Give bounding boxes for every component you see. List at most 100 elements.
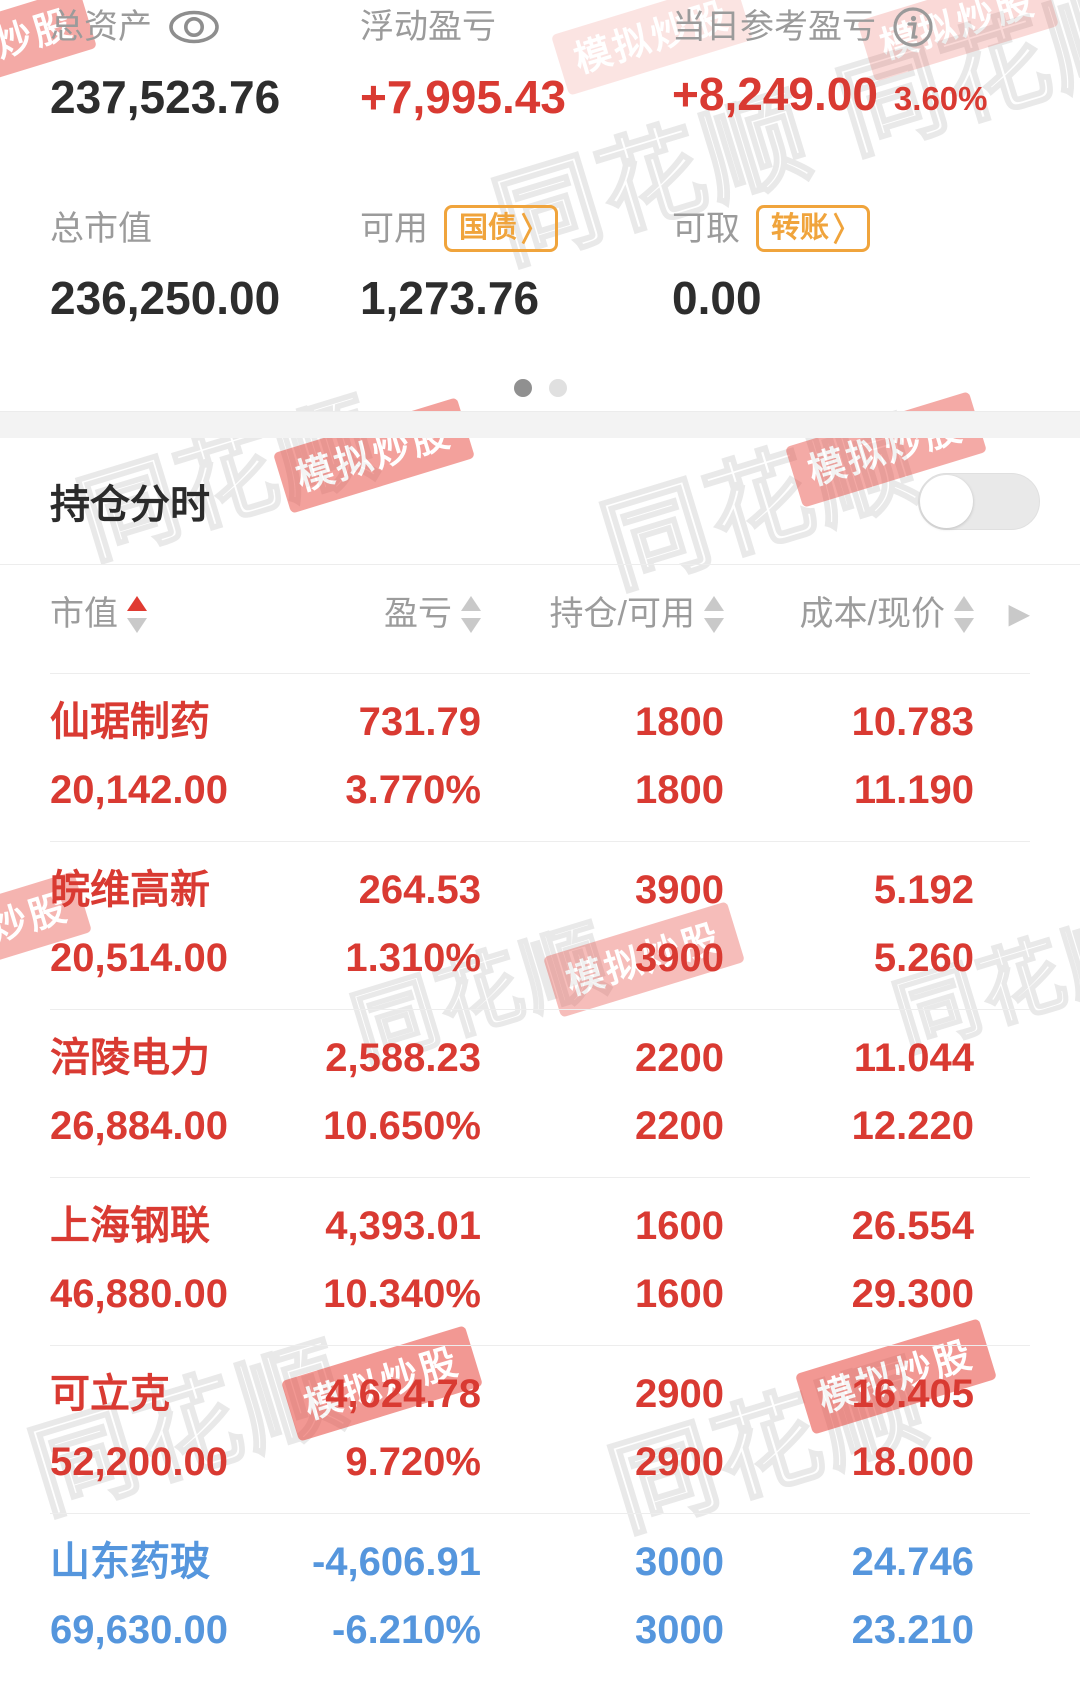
table-row[interactable]: 涪陵电力 2,588.23 2200 11.044 26,884.00 10.6… [50,1009,1030,1177]
sort-desc-icon [954,617,974,633]
eye-icon[interactable] [168,7,220,47]
market-value: 20,142.00 [50,768,228,812]
cost-value: 24.746 [851,1540,974,1584]
pnl-percent: 10.650% [323,1104,481,1148]
info-icon[interactable] [892,6,934,48]
day-pl-value: +8,249.00 [672,68,878,120]
available-value: 1,273.76 [360,272,540,324]
current-price: 12.220 [851,1104,974,1148]
transfer-badge[interactable]: 转账 〉 [756,205,871,252]
pnl-percent: 10.340% [323,1272,481,1316]
chevron-right-icon: 〉 [833,209,860,248]
pnl-value: 2,588.23 [325,1036,481,1080]
current-price: 11.190 [853,768,974,812]
market-value: 52,200.00 [50,1440,228,1484]
day-pl-label-group: 当日参考盈亏 [672,4,1030,50]
current-price: 29.300 [851,1272,974,1316]
market-value: 26,884.00 [50,1104,228,1148]
pnl-percent: -6.210% [332,1608,481,1652]
assets-panel: 总资产 浮动盈亏 当日参考盈亏 [0,0,1080,397]
total-assets-label-group: 总资产 [50,4,360,50]
transfer-badge-label: 转账 [771,212,830,244]
more-columns-chevron-icon[interactable]: ▶ [1008,598,1030,629]
market-value: 69,630.00 [50,1608,228,1652]
market-value: 20,514.00 [50,936,228,980]
float-pl-label: 浮动盈亏 [360,8,496,46]
table-row[interactable]: 可立克 4,624.78 2900 16.405 52,200.00 9.720… [50,1345,1030,1513]
pnl-value: -4,606.91 [311,1540,481,1584]
stock-name: 皖维高新 [50,868,210,912]
position-value: 1600 [635,1204,724,1248]
available-label: 可用 [360,209,428,248]
stock-name: 可立克 [50,1372,170,1416]
header-cost-price[interactable]: 成本/现价 [724,591,974,637]
current-price: 5.260 [873,936,974,980]
sort-asc-icon [704,595,724,611]
page-indicator [50,379,1030,397]
withdrawable-label: 可取 [672,209,740,248]
pnl-percent: 3.770% [345,768,481,812]
withdrawable-value: 0.00 [672,272,762,324]
holdings-chart-toggle[interactable] [918,472,1040,530]
position-value: 2900 [635,1372,724,1416]
pager-dot-active [513,379,532,397]
total-assets-value: 237,523.76 [50,70,281,123]
market-value-label: 总市值 [50,209,152,248]
sort-icons [127,595,147,633]
sort-icons [704,595,724,633]
sort-asc-icon [954,595,974,611]
treasury-bond-badge-label: 国债 [459,212,518,244]
day-pl-label: 当日参考盈亏 [672,8,876,46]
available-shares: 2200 [635,1104,724,1148]
pnl-value: 4,624.78 [325,1372,481,1416]
market-value: 46,880.00 [50,1272,228,1316]
header-pnl-label: 盈亏 [384,595,452,633]
available-shares: 3000 [635,1608,724,1652]
day-pl-percent: 3.60% [893,80,988,117]
cost-value: 5.192 [873,868,974,912]
market-value: 236,250.00 [50,272,281,324]
sort-asc-icon [127,595,147,611]
position-value: 1800 [635,700,724,744]
table-row[interactable]: 山东药玻 -4,606.91 3000 24.746 69,630.00 -6.… [50,1513,1030,1681]
available-shares: 3900 [635,936,724,980]
header-cost-price-label: 成本/现价 [799,595,945,633]
sort-icons [954,595,974,633]
current-price: 23.210 [851,1608,974,1652]
withdrawable-label-group: 可取 转账 〉 [672,205,1030,252]
available-shares: 2900 [635,1440,724,1484]
sort-icons [461,595,481,633]
cost-value: 11.044 [853,1036,974,1080]
cost-value: 10.783 [851,700,974,744]
section-divider-strip [0,411,1080,438]
table-row[interactable]: 皖维高新 264.53 3900 5.192 20,514.00 1.310% … [50,841,1030,1009]
header-pnl[interactable]: 盈亏 [280,591,481,637]
holdings-subheader: 持仓分时 [0,438,1080,565]
position-value: 2200 [635,1036,724,1080]
treasury-bond-badge[interactable]: 国债 〉 [444,205,559,252]
chevron-right-icon: 〉 [521,209,548,248]
available-shares: 1800 [635,768,724,812]
sort-asc-icon [461,595,481,611]
pnl-percent: 1.310% [345,936,481,980]
table-row[interactable]: 仙琚制药 731.79 1800 10.783 20,142.00 3.770%… [50,673,1030,841]
cost-value: 16.405 [851,1372,974,1416]
available-label-group: 可用 国债 〉 [360,205,672,252]
current-price: 18.000 [851,1440,974,1484]
sort-desc-icon [127,617,147,633]
stock-name: 山东药玻 [50,1540,210,1584]
position-value: 3900 [635,868,724,912]
total-assets-label: 总资产 [50,8,152,46]
stock-name: 仙琚制药 [50,700,210,744]
stock-name: 涪陵电力 [50,1036,210,1080]
table-row[interactable]: 上海钢联 4,393.01 1600 26.554 46,880.00 10.3… [50,1177,1030,1345]
sort-desc-icon [461,617,481,633]
float-pl-value: +7,995.43 [360,70,566,123]
header-market-value[interactable]: 市值 [50,591,280,637]
day-pl-value-group: +8,249.00 3.60% [672,66,1030,127]
toggle-knob [920,474,973,528]
pnl-percent: 9.720% [345,1440,481,1484]
header-position-available[interactable]: 持仓/可用 [481,591,724,637]
holdings-chart-title: 持仓分时 [50,483,210,527]
available-shares: 1600 [635,1272,724,1316]
